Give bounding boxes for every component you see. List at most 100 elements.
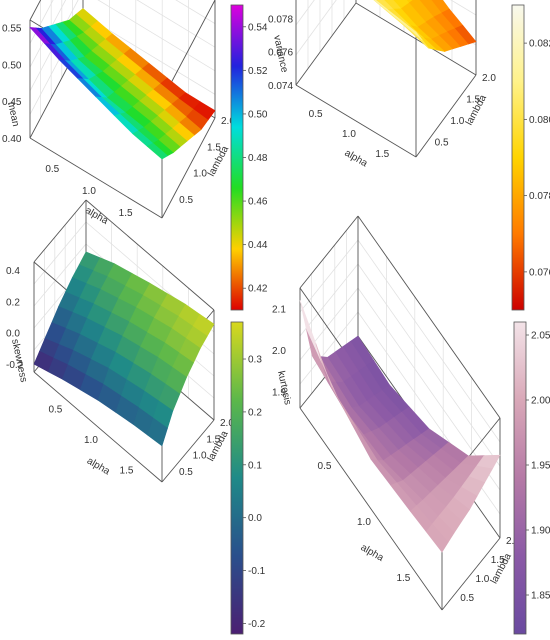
kurtosis-surface-panel: 0.51.01.5alpha0.51.01.52.0lambda1.92.02.… — [272, 215, 550, 635]
x-tick-label: 0.5 — [309, 109, 323, 120]
grid-line — [97, 0, 216, 72]
colorbar-tick-label: -0.2 — [248, 619, 266, 630]
y-tick-label: 0.5 — [179, 195, 193, 206]
grid-line — [295, 0, 315, 26]
y-tick-label: 1.5 — [466, 95, 480, 106]
box-edge — [33, 199, 87, 263]
colorbar-tick-label: 0.52 — [248, 66, 268, 77]
y-tick-label: 0.5 — [435, 138, 449, 149]
colorbar-tick-label: 0.0 — [248, 513, 262, 524]
box-edge — [357, 215, 501, 419]
box-edge — [299, 407, 443, 611]
colorbar-tick-label: 1.85 — [531, 591, 550, 602]
x-axis-label: alpha — [343, 148, 370, 170]
colorbar-tick-label: 0.54 — [248, 22, 268, 33]
grid-line — [357, 263, 501, 467]
z-tick-label: 0.078 — [268, 14, 293, 25]
z-tick-label: 0.076 — [268, 48, 293, 59]
box-edge — [295, 2, 357, 86]
axes-labels: 0.51.01.5alpha0.51.01.52.0lambda0.400.45… — [2, 23, 235, 227]
y-tick-label: 2.0 — [482, 73, 496, 84]
x-tick-label: 1.5 — [396, 573, 410, 584]
colorbar-strip — [230, 321, 244, 635]
colorbar-strip — [511, 4, 525, 311]
colorbar-tick-label: 1.90 — [531, 526, 550, 537]
colorbar-tick-label: 0.44 — [248, 240, 268, 251]
colorbar-strip — [513, 321, 527, 635]
y-tick-label: 2.0 — [220, 418, 234, 429]
x-axis-label: alpha — [85, 456, 112, 478]
colorbar-tick-label: 1.95 — [531, 461, 550, 472]
x-tick-label: 1.5 — [119, 208, 133, 219]
grid-line — [33, 221, 87, 285]
surface — [373, 0, 477, 53]
surface-facet — [305, 327, 329, 383]
y-tick-label: 1.0 — [475, 574, 489, 585]
y-tick-label: 2.0 — [506, 536, 520, 547]
grid-line — [175, 0, 216, 24]
z-tick-label: 0.0 — [6, 329, 20, 340]
x-tick-label: 1.0 — [342, 129, 356, 140]
x-tick-label: 0.5 — [48, 404, 62, 415]
colorbar-tick-label: 0.078 — [529, 191, 550, 202]
z-tick-label: -0.2 — [6, 360, 24, 371]
x-axis-label: alpha — [359, 542, 386, 564]
y-tick-label: 1.0 — [193, 169, 207, 180]
surface — [29, 8, 216, 160]
colorbar-tick-label: 0.082 — [529, 39, 550, 50]
surface-facet — [402, 21, 423, 41]
y-tick-label: 1.5 — [206, 434, 220, 445]
y-tick-label: 1.5 — [207, 142, 221, 153]
y-tick-label: 1.5 — [491, 555, 505, 566]
colorbar-tick-label: 0.2 — [248, 407, 262, 418]
x-axis-label: alpha — [83, 205, 110, 227]
grid-line — [299, 263, 359, 337]
box-edge — [29, 137, 163, 219]
box-edge — [161, 419, 215, 483]
colorbar-tick-label: 0.46 — [248, 197, 268, 208]
surface-facet — [425, 523, 449, 553]
z-tick-label: 0.40 — [2, 134, 22, 145]
x-tick-label: 1.0 — [82, 186, 96, 197]
grid-line — [33, 243, 87, 307]
y-tick-label: 0.5 — [179, 467, 193, 478]
colorbar-strip — [230, 4, 244, 311]
grid-line — [136, 0, 216, 48]
colorbar-tick-label: 0.50 — [248, 109, 268, 120]
box-edge — [295, 84, 417, 158]
z-tick-label: 2.1 — [272, 305, 286, 316]
y-tick-label: 2.0 — [221, 116, 235, 127]
grid-line — [29, 0, 54, 44]
z-tick-label: 0.074 — [268, 81, 293, 92]
colorbar-tick-label: 2.00 — [531, 396, 550, 407]
box-edge — [441, 537, 501, 611]
grid-line — [29, 0, 67, 68]
colorbar-tick-label: 0.3 — [248, 355, 262, 366]
grid-line — [295, 0, 337, 56]
colorbar-tick-label: -0.1 — [248, 566, 266, 577]
grid-line — [450, 0, 477, 16]
box-edge — [161, 117, 216, 219]
box-edge — [415, 74, 477, 158]
z-tick-label: 2.0 — [272, 346, 286, 357]
y-tick-label: 1.0 — [450, 116, 464, 127]
colorbar-tick-label: 2.05 — [531, 331, 550, 342]
surface-facet — [405, 0, 414, 4]
x-tick-label: 1.5 — [120, 466, 134, 477]
z-tick-label: 1.9 — [272, 387, 286, 398]
colorbar: 0.076 0.078 0.080 0.082 — [511, 4, 550, 311]
y-tick-label: 1.0 — [193, 451, 207, 462]
z-axis-label: mean — [5, 101, 21, 128]
grid-line — [357, 239, 501, 443]
colorbar: 0.42 0.44 0.46 0.48 0.50 0.52 0.54 — [230, 4, 268, 311]
surface — [299, 300, 501, 553]
z-tick-label: 0.55 — [2, 23, 22, 34]
colorbar-tick-label: 0.076 — [529, 267, 550, 278]
x-tick-label: 1.5 — [375, 149, 389, 160]
colorbar-tick-label: 0.1 — [248, 460, 262, 471]
colorbar: 1.85 1.90 1.95 2.00 2.05 — [513, 321, 550, 635]
surface-facet — [146, 142, 169, 160]
mean-surface-panel: 0.51.01.5alpha0.51.01.52.0lambda0.400.45… — [2, 0, 268, 311]
